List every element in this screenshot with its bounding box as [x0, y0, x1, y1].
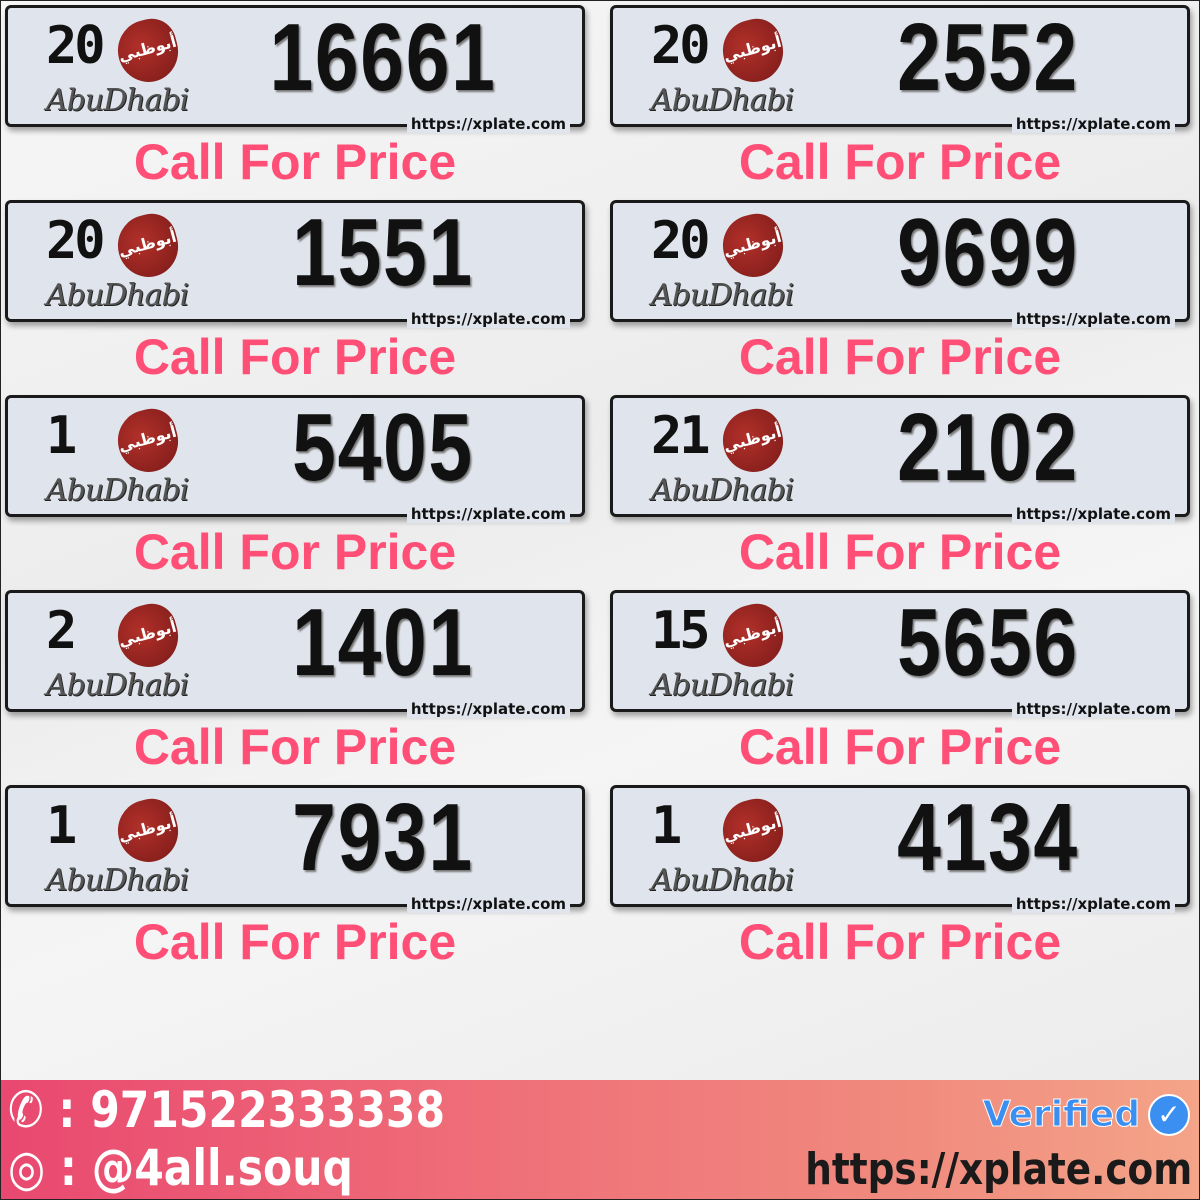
phone-line: ✆ : 971522333338	[8, 1082, 445, 1138]
plate-16661[interactable]: 20 أبوظبي AbuDhabi 16661 https://xplate.…	[5, 4, 585, 133]
plate-code: 20	[651, 211, 711, 271]
plate-city: AbuDhabi	[46, 863, 189, 898]
abu-dhabi-logo-icon: أبوظبي	[715, 13, 791, 89]
plate-code: 1	[46, 796, 77, 856]
verified-label: Verified	[982, 1094, 1140, 1136]
abu-dhabi-logo-icon: أبوظبي	[110, 793, 186, 869]
price-label: Call For Price	[133, 719, 457, 775]
logo-text: أبوظبي	[116, 31, 179, 66]
price-label: Call For Price	[738, 719, 1062, 775]
plate-watermark: https://xplate.com	[1011, 505, 1175, 523]
plate-code: 20	[46, 211, 106, 271]
logo-text: أبوظبي	[116, 226, 179, 261]
price-label: Call For Price	[738, 134, 1062, 190]
logo-text: أبوظبي	[116, 616, 179, 651]
plate-code: 1	[651, 796, 682, 856]
plate-number: 5656	[897, 589, 1079, 696]
plate-number: 9699	[897, 199, 1079, 306]
plate-number: 5405	[292, 394, 474, 501]
plate-code: 20	[46, 16, 106, 76]
plate-city: AbuDhabi	[651, 668, 794, 703]
price-label: Call For Price	[738, 329, 1062, 385]
plate-watermark: https://xplate.com	[1011, 115, 1175, 133]
plate-number: 2552	[897, 4, 1079, 111]
plate-city: AbuDhabi	[651, 278, 794, 313]
price-label: Call For Price	[738, 524, 1062, 580]
logo-text: أبوظبي	[116, 811, 179, 846]
plate-watermark: https://xplate.com	[406, 700, 570, 718]
logo-text: أبوظبي	[116, 421, 179, 456]
plate-watermark: https://xplate.com	[1011, 895, 1175, 913]
plate-city: AbuDhabi	[651, 863, 794, 898]
abu-dhabi-logo-icon: أبوظبي	[110, 403, 186, 479]
instagram-handle: : @4all.souq	[59, 1139, 353, 1197]
abu-dhabi-logo-icon: أبوظبي	[715, 208, 791, 284]
plate-code: 2	[46, 601, 77, 661]
abu-dhabi-logo-icon: أبوظبي	[110, 13, 186, 89]
footer-banner: ✆ : 971522333338 ◎ : @4all.souq Verified…	[0, 1080, 1200, 1200]
plate-number: 1401	[292, 589, 474, 696]
plate-city: AbuDhabi	[46, 668, 189, 703]
plate-4134[interactable]: 1 أبوظبي AbuDhabi 4134 https://xplate.co…	[610, 784, 1190, 913]
plate-city: AbuDhabi	[46, 473, 189, 508]
plate-1401[interactable]: 2 أبوظبي AbuDhabi 1401 https://xplate.co…	[5, 589, 585, 718]
plate-code: 15	[651, 601, 711, 661]
logo-text: أبوظبي	[721, 226, 784, 261]
site-url: https://xplate.com	[805, 1144, 1192, 1195]
plate-2552[interactable]: 20 أبوظبي AbuDhabi 2552 https://xplate.c…	[610, 4, 1190, 133]
plate-9699[interactable]: 20 أبوظبي AbuDhabi 9699 https://xplate.c…	[610, 199, 1190, 328]
abu-dhabi-logo-icon: أبوظبي	[715, 598, 791, 674]
plate-city: AbuDhabi	[651, 473, 794, 508]
plate-watermark: https://xplate.com	[406, 505, 570, 523]
plate-city: AbuDhabi	[46, 83, 189, 118]
price-label: Call For Price	[133, 134, 457, 190]
plate-watermark: https://xplate.com	[1011, 700, 1175, 718]
abu-dhabi-logo-icon: أبوظبي	[110, 598, 186, 674]
plate-number: 7931	[292, 784, 474, 891]
abu-dhabi-logo-icon: أبوظبي	[110, 208, 186, 284]
logo-text: أبوظبي	[721, 811, 784, 846]
price-label: Call For Price	[133, 524, 457, 580]
plate-code: 20	[651, 16, 711, 76]
verified-badge-icon: ✓	[1148, 1094, 1190, 1136]
price-label: Call For Price	[133, 329, 457, 385]
plate-number: 16661	[269, 4, 497, 111]
abu-dhabi-logo-icon: أبوظبي	[715, 403, 791, 479]
logo-text: أبوظبي	[721, 616, 784, 651]
plate-watermark: https://xplate.com	[406, 895, 570, 913]
plate-watermark: https://xplate.com	[406, 115, 570, 133]
plate-city: AbuDhabi	[651, 83, 794, 118]
instagram-line: ◎ : @4all.souq	[8, 1140, 353, 1196]
plate-7931[interactable]: 1 أبوظبي AbuDhabi 7931 https://xplate.co…	[5, 784, 585, 913]
plate-number: 4134	[897, 784, 1079, 891]
plate-number: 2102	[897, 394, 1079, 501]
plate-code: 21	[651, 406, 711, 466]
plate-2102[interactable]: 21 أبوظبي AbuDhabi 2102 https://xplate.c…	[610, 394, 1190, 523]
price-label: Call For Price	[133, 914, 457, 970]
phone-number: : 971522333338	[58, 1081, 446, 1139]
plate-watermark: https://xplate.com	[1011, 310, 1175, 328]
plate-city: AbuDhabi	[46, 278, 189, 313]
plate-1551[interactable]: 20 أبوظبي AbuDhabi 1551 https://xplate.c…	[5, 199, 585, 328]
price-label: Call For Price	[738, 914, 1062, 970]
abu-dhabi-logo-icon: أبوظبي	[715, 793, 791, 869]
plate-5656[interactable]: 15 أبوظبي AbuDhabi 5656 https://xplate.c…	[610, 589, 1190, 718]
logo-text: أبوظبي	[721, 31, 784, 66]
plate-5405[interactable]: 1 أبوظبي AbuDhabi 5405 https://xplate.co…	[5, 394, 585, 523]
plate-number: 1551	[292, 199, 474, 306]
phone-icon: ✆	[8, 1081, 44, 1139]
instagram-icon: ◎	[8, 1139, 46, 1197]
plate-code: 1	[46, 406, 77, 466]
logo-text: أبوظبي	[721, 421, 784, 456]
plate-watermark: https://xplate.com	[406, 310, 570, 328]
